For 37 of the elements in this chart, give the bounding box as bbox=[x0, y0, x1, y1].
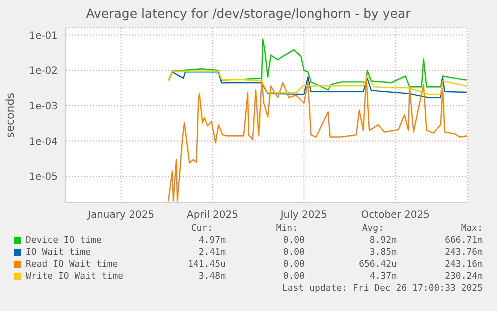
y-tick-label: 1e-03 bbox=[29, 101, 58, 112]
legend-label: Write IO Wait time bbox=[26, 271, 124, 283]
text: Last update: Fri Dec 26 17:00:33 2025 bbox=[282, 283, 483, 295]
y-axis-title: seconds bbox=[4, 92, 17, 138]
text: 8.92m bbox=[370, 235, 397, 247]
text: 3.85m bbox=[370, 247, 397, 259]
text: 243.16m bbox=[445, 259, 483, 271]
text: 3.48m bbox=[198, 271, 226, 283]
y-tick-label: 1e-01 bbox=[29, 30, 58, 42]
text: 0.00 bbox=[283, 247, 305, 259]
x-tick-label: July 2025 bbox=[280, 210, 328, 222]
y-tick-label: 1e-04 bbox=[29, 136, 58, 148]
text: 656.42u bbox=[359, 259, 397, 271]
text: 4.97m bbox=[198, 235, 226, 247]
x-tick-label: October 2025 bbox=[361, 210, 430, 222]
text: Avg: bbox=[362, 223, 384, 235]
y-tick-label: 1e-02 bbox=[29, 66, 58, 78]
legend-label: IO Wait time bbox=[26, 247, 92, 259]
legend-label: Device IO time bbox=[26, 235, 102, 247]
text: Min: bbox=[276, 223, 298, 235]
text: 2.41m bbox=[198, 247, 226, 259]
legend-label: Read IO Wait time bbox=[26, 259, 118, 271]
y-tick-label: 1e-05 bbox=[29, 172, 58, 184]
text: Cur: bbox=[191, 223, 213, 235]
x-tick-label: April 2025 bbox=[186, 210, 238, 222]
x-tick-label: January 2025 bbox=[87, 210, 155, 222]
line-series bbox=[168, 76, 468, 202]
text: 230.24m bbox=[445, 271, 483, 283]
text: 0.00 bbox=[283, 235, 305, 247]
text: 243.76m bbox=[445, 247, 483, 259]
text: 141.45u bbox=[188, 259, 226, 271]
text: 4.37m bbox=[370, 271, 397, 283]
text: 666.71m bbox=[445, 235, 483, 247]
text: 0.00 bbox=[283, 259, 305, 271]
chart-title: Average latency for /dev/storage/longhorn - by year bbox=[85, 6, 412, 21]
text: Max: bbox=[461, 223, 483, 235]
text: 0.00 bbox=[283, 271, 305, 283]
